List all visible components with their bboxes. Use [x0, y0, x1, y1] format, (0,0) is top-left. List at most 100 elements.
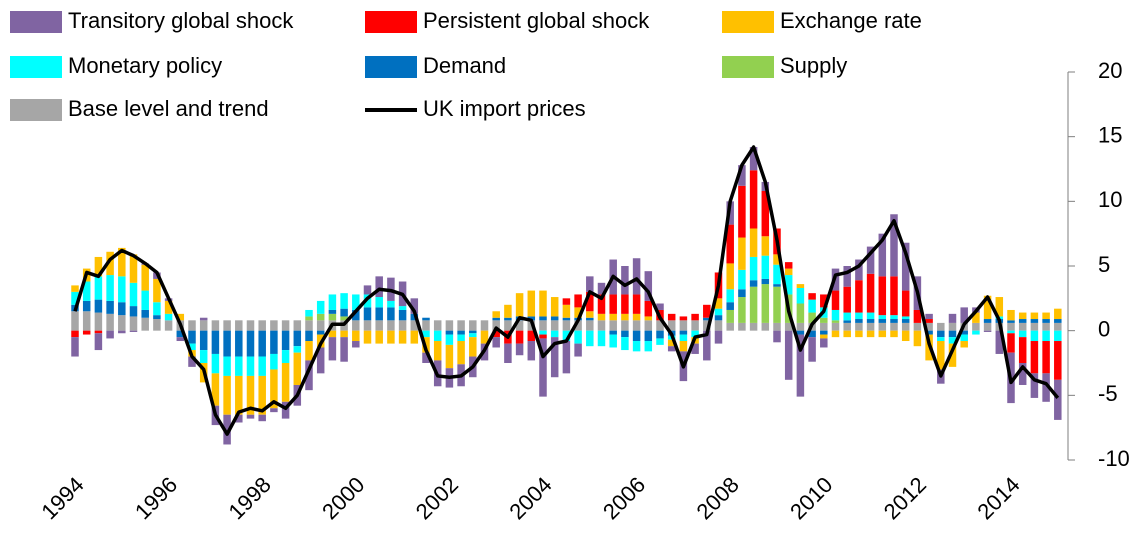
bar-segment: [410, 298, 419, 314]
bar-segment: [609, 313, 617, 321]
bar-segment: [398, 330, 407, 344]
y-tick-label: 15: [1098, 122, 1122, 147]
bar-segment: [340, 337, 348, 362]
legend-swatch: [365, 56, 417, 78]
bar-segment: [644, 330, 653, 342]
bar-segment: [773, 286, 781, 323]
bar-segment: [106, 300, 114, 314]
bar-segment: [1042, 330, 1050, 342]
bar-segment: [901, 290, 910, 317]
bar-segment: [937, 341, 945, 370]
bar-segment: [375, 320, 383, 331]
bar-segment: [784, 322, 793, 331]
bar-segment: [738, 297, 746, 323]
bar-segment: [784, 262, 793, 269]
bar-segment: [410, 330, 419, 344]
bar-segment: [738, 322, 746, 331]
bar-segment: [480, 330, 489, 344]
bar-segment: [679, 341, 688, 352]
bar-segment: [176, 337, 185, 342]
bar-segment: [211, 320, 220, 331]
bar-segment: [983, 319, 992, 323]
bar-segment: [1054, 379, 1062, 420]
bar-segment: [738, 237, 746, 270]
bar-segment: [527, 330, 536, 342]
bar-segment: [352, 320, 360, 331]
bar-segment: [293, 330, 302, 347]
bar-segment: [820, 294, 828, 308]
bar-segment: [328, 337, 337, 361]
bar-segment: [281, 350, 290, 363]
bar-segment: [1054, 330, 1062, 342]
bar-segment: [258, 375, 266, 415]
bar-segment: [1007, 322, 1015, 331]
bar-segment: [235, 414, 243, 423]
bar-segment: [796, 284, 805, 288]
bar-segment: [761, 236, 770, 256]
bar-segment: [457, 334, 465, 342]
bar-segment: [539, 330, 547, 335]
bar-segment: [621, 330, 629, 338]
bar-segment: [305, 341, 313, 361]
bar-segment: [703, 317, 711, 321]
bar-segment: [656, 330, 664, 339]
bar-segment: [387, 330, 395, 344]
bar-segment: [866, 322, 875, 331]
bar-segment: [469, 333, 477, 338]
bar-segment: [948, 343, 957, 367]
bar-segment: [504, 320, 512, 331]
bar-segment: [469, 330, 477, 334]
bar-segment: [515, 320, 524, 331]
bar-segment: [913, 322, 922, 331]
bar-segment: [597, 320, 606, 331]
bar-segment: [562, 298, 571, 305]
bar-segment: [574, 294, 582, 308]
bar-segment: [316, 347, 325, 374]
bar-segment: [539, 334, 547, 339]
bar-segment: [597, 330, 606, 347]
bar-segment: [539, 290, 547, 317]
bar-segment: [679, 320, 688, 331]
bar-segment: [94, 312, 103, 331]
bar-segment: [597, 294, 606, 314]
bar-segment: [1018, 337, 1027, 363]
bar-segment: [925, 319, 933, 323]
bar-segment: [820, 317, 828, 323]
bar-segment: [118, 247, 126, 277]
bar-segment: [796, 303, 805, 323]
bar-segment: [258, 414, 266, 422]
bar-segment: [1018, 312, 1027, 320]
bar-segment: [948, 322, 957, 331]
bar-segment: [235, 330, 243, 357]
bar-segment: [562, 317, 571, 321]
bar-segment: [644, 320, 653, 331]
bar-segment: [246, 414, 255, 419]
bar-segment: [246, 375, 255, 415]
bar-segment: [644, 316, 653, 321]
x-tick-label: 2012: [879, 472, 931, 524]
bar-segment: [457, 330, 465, 335]
bar-segment: [1054, 322, 1062, 331]
bar-segment: [316, 300, 325, 314]
bar-segment: [410, 320, 419, 331]
y-tick-label: 20: [1098, 58, 1122, 83]
bar-segment: [738, 185, 746, 238]
legend-label: Supply: [780, 53, 847, 78]
bar-segment: [761, 255, 770, 279]
bar-segment: [597, 313, 606, 321]
bar-segment: [761, 284, 770, 323]
bar-segment: [796, 322, 805, 331]
bar-segment: [937, 337, 945, 342]
bar-segment: [550, 330, 559, 338]
bar-segment: [445, 330, 454, 335]
bar-segment: [890, 319, 898, 323]
bar-segment: [153, 319, 161, 331]
bar-segment: [433, 330, 442, 342]
bar-segment: [305, 360, 313, 391]
bar-segment: [972, 322, 980, 331]
y-tick-label: -10: [1098, 446, 1130, 471]
bar-segment: [621, 313, 629, 321]
bar-segment: [164, 300, 173, 314]
bar-segment: [784, 275, 793, 295]
bar-segment: [808, 330, 816, 338]
